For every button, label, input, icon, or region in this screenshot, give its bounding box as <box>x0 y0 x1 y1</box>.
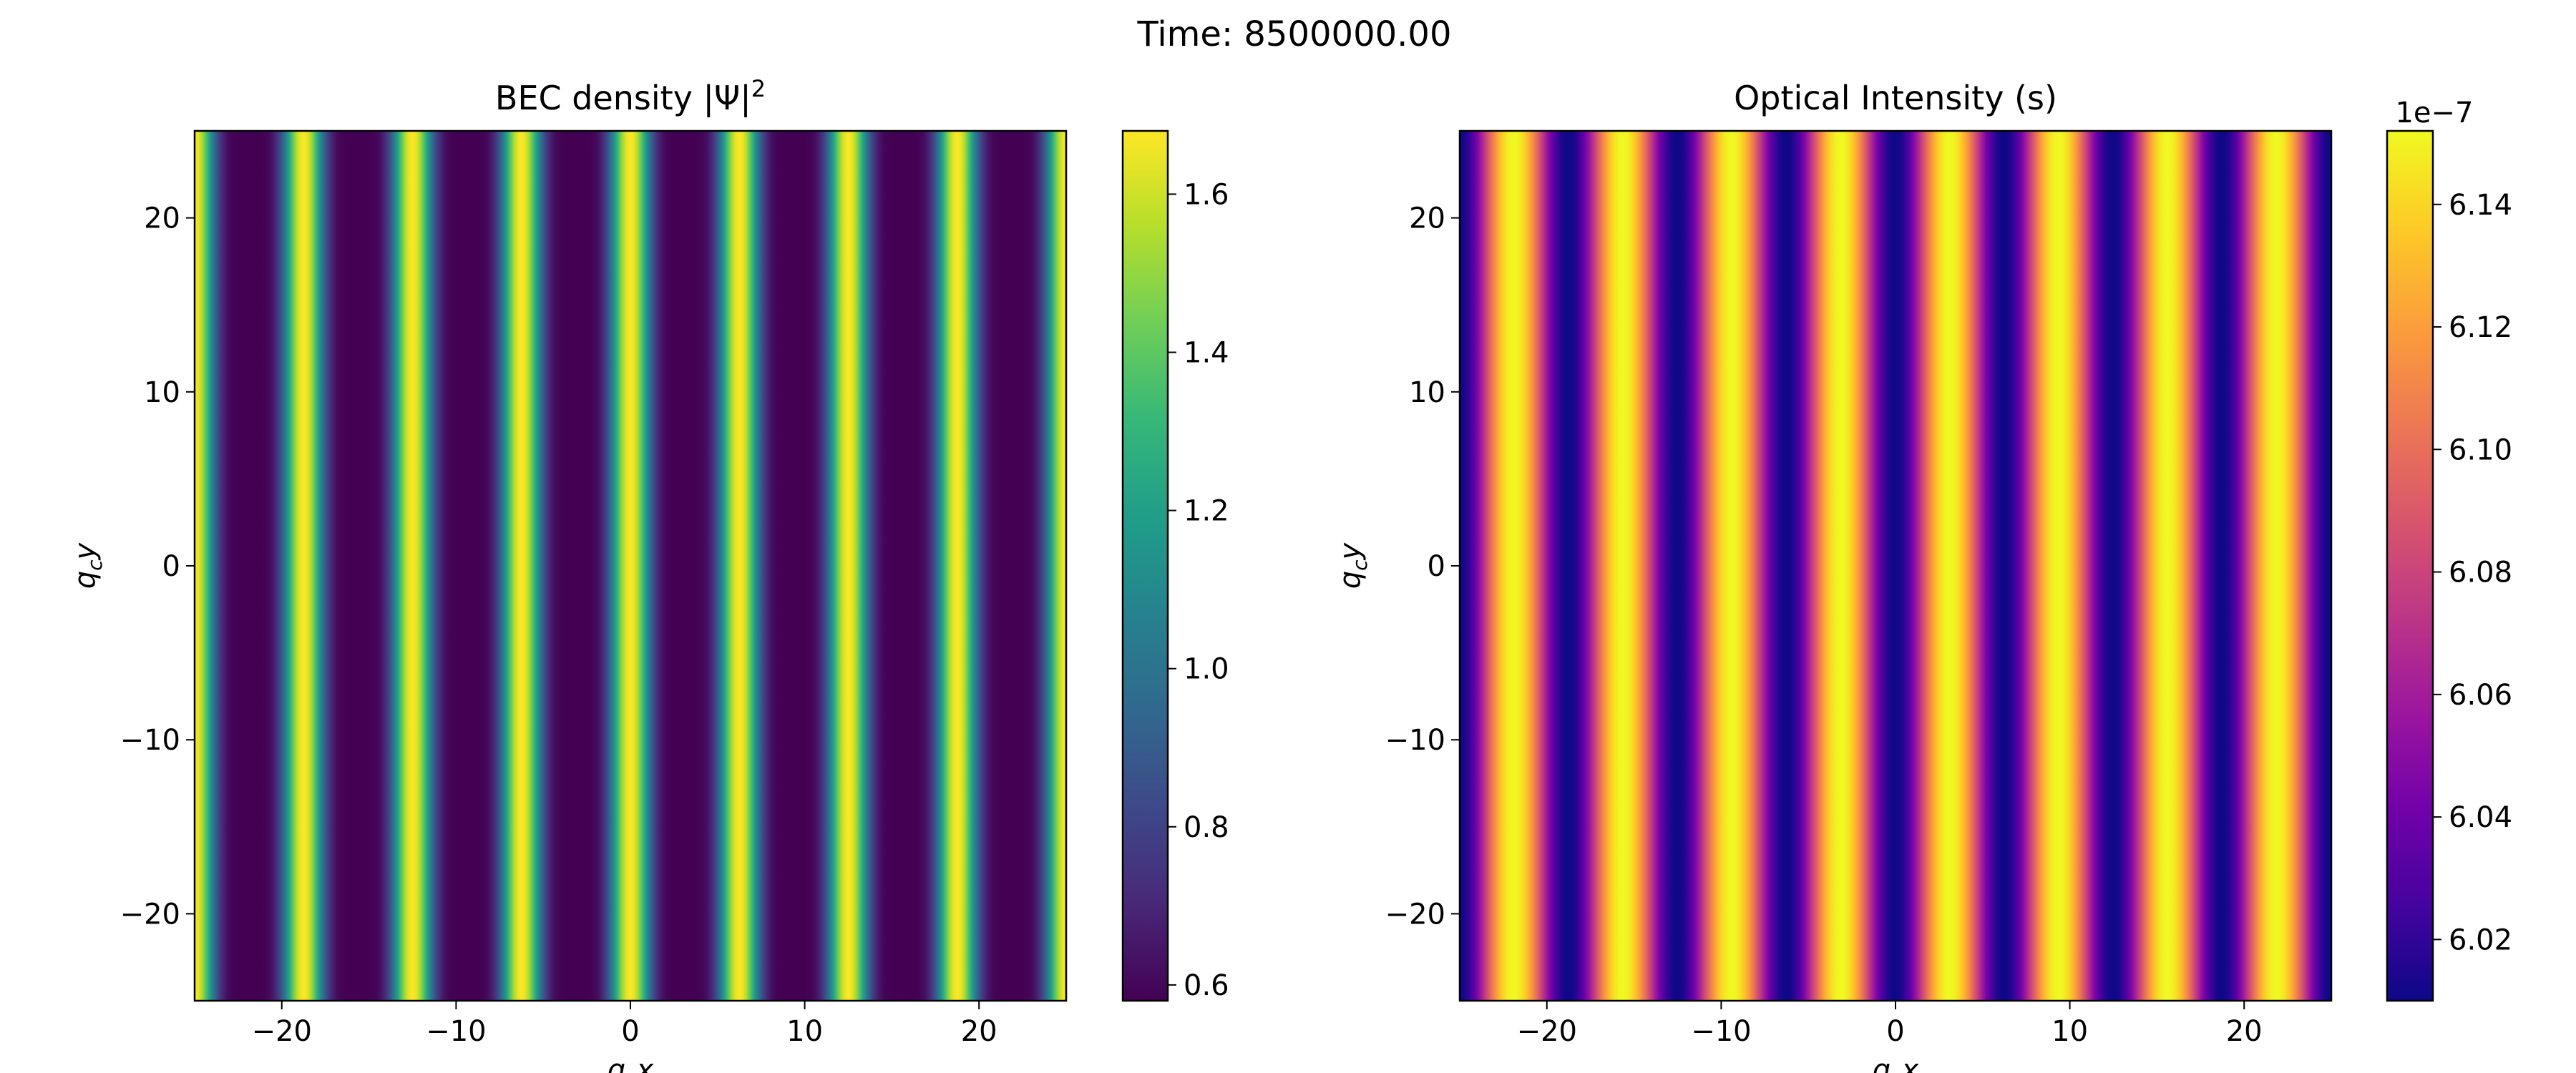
colorbar-tick-label: 6.04 <box>2449 801 2512 834</box>
y-axis-label: qcy <box>69 542 107 589</box>
y-axis-label: qcy <box>1334 542 1372 589</box>
x-tick-label: 10 <box>2051 1015 2088 1048</box>
y-tick-label: 20 <box>144 202 180 235</box>
colorbar-tick-label: 6.02 <box>2449 923 2512 956</box>
y-tick-label: 20 <box>1409 202 1445 235</box>
x-axis-label: qcx <box>608 1054 654 1073</box>
x-axis-label: qcx <box>1873 1054 1919 1073</box>
colorbar: 6.02 6.04 6.06 6.08 6.10 6.12 6.14 1e−7 <box>2386 97 2512 1002</box>
panel-optical-intensity: Optical Intensity (s) −20 −10 0 10 20 −20 −10 0 1… <box>1334 79 2512 1073</box>
panel-title: Optical Intensity (s) <box>1734 79 2057 117</box>
y-tick-label: −20 <box>1385 898 1445 931</box>
colorbar-tick-label: 0.6 <box>1184 969 1229 1002</box>
colorbar-gradient <box>2386 129 2434 1002</box>
panel-title: BEC density |Ψ|2 <box>495 75 766 118</box>
colorbar-tick-label: 6.08 <box>2449 557 2512 589</box>
x-tick-label: 0 <box>621 1015 639 1048</box>
x-tick-label: −10 <box>1691 1015 1751 1048</box>
x-tick-label: −20 <box>1517 1015 1577 1048</box>
colorbar-tick-label: 0.8 <box>1184 811 1229 844</box>
y-tick-label: −20 <box>120 898 180 931</box>
y-tick-label: 0 <box>1428 550 1445 583</box>
x-tick-label: −20 <box>252 1015 312 1048</box>
y-tick-label: 0 <box>162 550 180 583</box>
heatmap-field <box>195 131 1066 1001</box>
panel-bec-density: BEC density |Ψ|2 −20 −10 0 10 20 −20 −10 0 10 20 qc… <box>69 75 1229 1073</box>
colorbar-tick-label: 6.14 <box>2449 189 2512 222</box>
x-tick-label: 20 <box>2226 1015 2263 1048</box>
x-tick-label: 10 <box>786 1015 823 1048</box>
x-tick-label: 20 <box>961 1015 997 1048</box>
x-tick-label: 0 <box>1886 1015 1904 1048</box>
figure-suptitle: Time: 8500000.00 <box>1136 14 1451 54</box>
colorbar-tick-label: 1.0 <box>1184 653 1229 686</box>
colorbar-tick-label: 1.4 <box>1184 337 1229 370</box>
colorbar-tick-label: 6.06 <box>2449 679 2512 712</box>
colorbar: 0.6 0.8 1.0 1.2 1.4 1.6 <box>1121 129 1229 1002</box>
y-tick-label: 10 <box>1409 376 1445 409</box>
colorbar-offset-text: 1e−7 <box>2395 97 2473 129</box>
colorbar-tick-label: 1.6 <box>1184 178 1229 211</box>
y-tick-label: −10 <box>120 724 180 757</box>
heatmap-field <box>1460 131 2331 1001</box>
colorbar-tick-label: 6.10 <box>2449 433 2512 466</box>
colorbar-tick-label: 1.2 <box>1184 495 1229 528</box>
colorbar-tick-label: 6.12 <box>2449 311 2512 344</box>
colorbar-gradient <box>1121 129 1169 1002</box>
x-tick-label: −10 <box>426 1015 486 1048</box>
y-tick-label: −10 <box>1385 724 1445 757</box>
y-tick-label: 10 <box>144 376 180 409</box>
